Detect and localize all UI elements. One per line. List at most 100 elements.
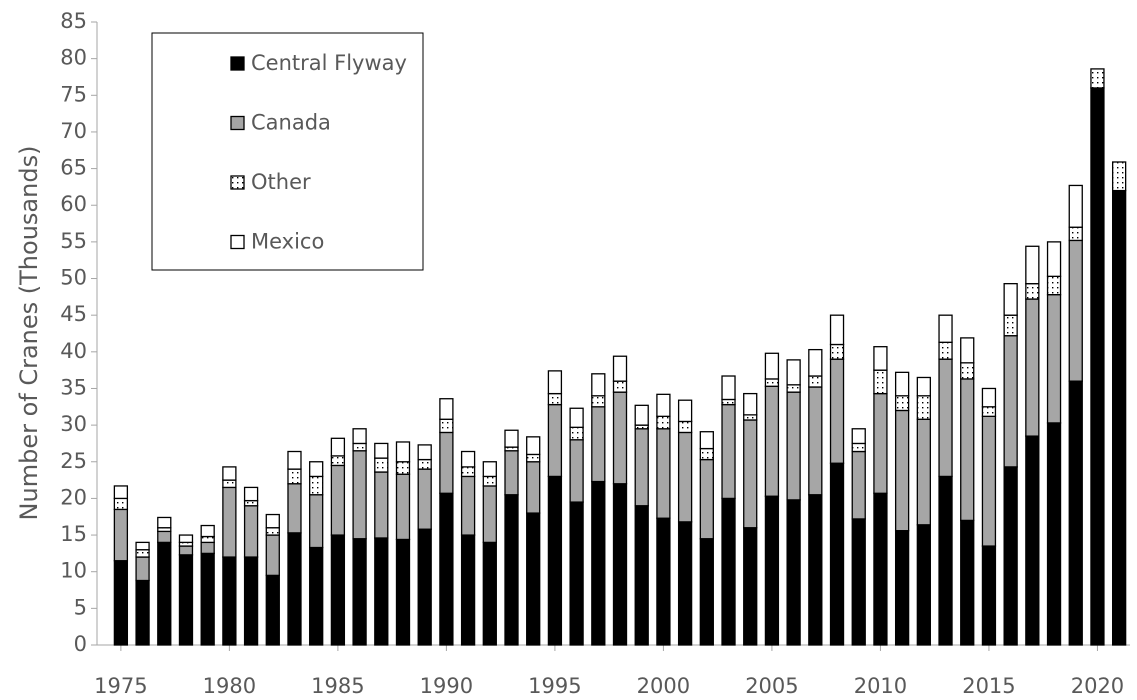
bar-segment [569,407,584,428]
bar-segment [265,527,280,536]
bar-segment [981,387,997,408]
bar-segment [135,549,150,558]
y-tick-label: 65 [60,156,87,180]
bar-segment [504,450,519,496]
y-tick-label: 70 [60,119,87,143]
bar-segment [504,429,519,448]
y-tick-label: 75 [60,82,87,106]
bar-segment [916,524,931,646]
bar-segment [851,442,866,453]
bar-segment [851,450,866,520]
bar-segment [721,403,736,500]
bar-segment [808,375,823,388]
bar-segment [1046,422,1062,646]
bar-segment [287,450,302,470]
bar-segment [482,485,497,544]
bar-segment [721,375,736,401]
bar-segment [547,370,563,395]
legend-label: Central Flyway [251,51,407,75]
legend-swatch [230,234,245,250]
bar-segment [894,530,910,646]
y-tick-label: 60 [60,192,87,216]
bar-segment [417,468,432,530]
bar-segment [460,475,476,536]
bar-segment [460,534,476,646]
x-tick-label: 2020 [1071,674,1124,698]
bar-segment [1068,239,1083,382]
x-tick-label: 2010 [854,674,907,698]
bar-segment [157,530,172,544]
bar-segment [569,439,584,503]
bar-segment [374,442,389,459]
legend-label: Other [251,170,311,194]
bar-segment [1003,283,1018,316]
bar-segment [287,468,302,485]
bar-segment [938,358,953,478]
y-tick-label: 85 [60,9,87,33]
y-tick-label: 10 [60,559,87,583]
bar-segment [1111,161,1127,192]
bar-segment [612,483,628,646]
bar-segment [417,444,432,461]
y-tick-label: 20 [60,485,87,509]
bar-segment [200,535,215,544]
bar-segment [938,475,953,646]
bar-segment [526,436,541,456]
bar-segment [1046,275,1062,296]
bar-segment [374,457,389,473]
bar-segment [851,428,866,445]
bar-segment [222,486,237,558]
bar-segment [634,404,649,426]
bar-segment [591,406,606,483]
bar-segment [1025,298,1040,437]
bar-segment [395,473,411,541]
y-tick-label: 80 [60,46,87,70]
bar-segment [1046,241,1062,277]
bar-segment [417,528,432,646]
bar-segment [677,521,693,646]
bar-segment [200,541,215,555]
bar-segment [699,538,714,646]
x-tick-label: 2015 [962,674,1015,698]
bar-segment [374,537,389,646]
bar-segment [873,492,888,646]
bar-segment [113,485,129,500]
bar-segment [243,499,259,507]
bar-segment [222,466,237,481]
legend-swatch [230,56,245,71]
bar-segment [786,359,801,386]
x-tick-label: 1975 [94,674,147,698]
bar-segment [309,475,324,496]
bar-segment [612,380,628,393]
bar-segment [526,453,541,463]
bar-segment [526,461,541,514]
y-tick-label: 0 [74,632,87,656]
bar-segment [873,369,888,395]
bar-segment [1090,68,1105,89]
bar-segment [526,512,541,646]
bar-segment [113,560,129,646]
bar-segment [764,385,780,497]
bar-segment [612,355,628,382]
y-tick-label: 30 [60,412,87,436]
bar-segment [569,501,584,646]
bar-segment [851,518,866,646]
bar-segment [894,371,910,397]
bar-segment [829,462,845,646]
legend-label: Canada [251,111,331,135]
bar-segment [1025,245,1040,285]
bar-segment [352,442,367,452]
bar-segment [222,479,237,489]
bar-segment [330,464,346,536]
y-tick-label: 55 [60,229,87,253]
bar-segment [547,392,563,406]
bar-segment [243,505,259,558]
bar-segment [591,395,606,408]
bar-segment [808,348,823,377]
bar-segment [786,499,801,646]
y-tick-label: 15 [60,522,87,546]
bar-segment [417,458,432,470]
bar-segment [829,358,845,464]
bar-segment [243,486,259,502]
